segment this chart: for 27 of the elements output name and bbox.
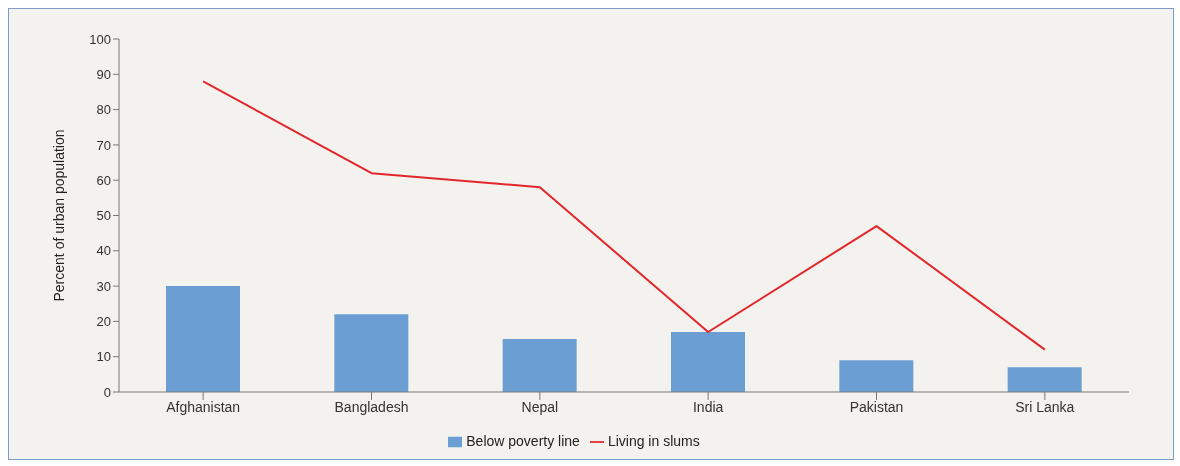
x-tick-label: India (692, 398, 724, 415)
legend-label: Living in slums (607, 433, 700, 449)
x-tick-label: Nepal (521, 398, 559, 415)
bar (502, 339, 577, 392)
y-tick-label: 20 (96, 314, 111, 330)
y-tick-label: 30 (96, 278, 111, 294)
y-tick-label: 70 (96, 137, 111, 153)
y-tick-label: 10 (96, 349, 111, 365)
y-tick-label: 100 (89, 31, 111, 47)
y-tick-label: 60 (96, 172, 111, 188)
legend-label: Below poverty line (466, 433, 580, 449)
y-tick-label: 50 (96, 208, 111, 224)
y-tick-label: 40 (96, 243, 111, 259)
line-series (202, 80, 1046, 351)
x-tick-label: Bangladesh (334, 398, 409, 415)
bar (166, 286, 240, 392)
y-tick-label: 80 (96, 102, 111, 118)
y-tick-label: 90 (96, 66, 111, 82)
bar (839, 360, 914, 392)
x-tick-label: Sri Lanka (1015, 398, 1075, 415)
y-tick-label: 0 (103, 384, 111, 400)
bar (334, 314, 409, 392)
x-tick-label: Pakistan (849, 398, 904, 415)
bar (671, 331, 745, 392)
x-tick-label: Afghanistan (166, 398, 241, 415)
bar (1007, 367, 1082, 392)
y-axis-title: Percent of urban population (50, 129, 67, 302)
